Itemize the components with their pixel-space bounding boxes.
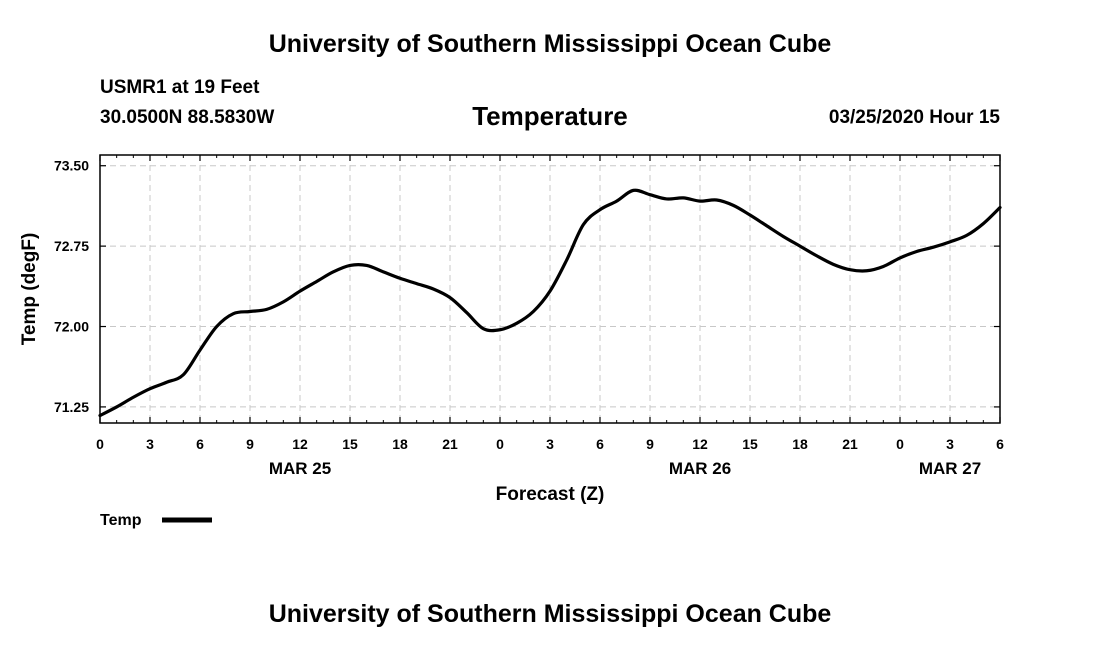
x-tick-label: 9 bbox=[246, 436, 254, 452]
date-label: MAR 27 bbox=[919, 459, 981, 478]
x-tick-label: 18 bbox=[792, 436, 808, 452]
x-tick-label: 9 bbox=[646, 436, 654, 452]
station-coordinates: 30.0500N 88.5830W bbox=[100, 107, 275, 128]
station-name: USMR1 at 19 Feet bbox=[100, 77, 260, 98]
x-tick-label: 6 bbox=[996, 436, 1004, 452]
y-axis-title: Temp (degF) bbox=[19, 233, 40, 346]
x-tick-label: 3 bbox=[946, 436, 954, 452]
x-tick-label: 21 bbox=[842, 436, 858, 452]
x-tick-label: 15 bbox=[342, 436, 358, 452]
axis-labels: 0 3 6 9 12 15 18 21 0 3 6 9 12 15 18 21 0 3 6 71.25 72.00 72.… bbox=[54, 158, 1004, 478]
y-tick-label: 71.25 bbox=[54, 399, 89, 415]
chart-title: Temperature bbox=[472, 101, 628, 131]
x-tick-label: 0 bbox=[496, 436, 504, 452]
x-tick-label: 12 bbox=[692, 436, 708, 452]
legend-label-temp: Temp bbox=[100, 512, 142, 529]
x-tick-label: 6 bbox=[596, 436, 604, 452]
forecast-datetime: 03/25/2020 Hour 15 bbox=[828, 107, 1000, 128]
x-axis-title: Forecast (Z) bbox=[496, 484, 605, 505]
x-tick-label: 21 bbox=[442, 436, 458, 452]
y-tick-label: 72.00 bbox=[54, 319, 89, 335]
x-tick-label: 3 bbox=[146, 436, 154, 452]
axis-ticks bbox=[99, 155, 1001, 423]
series-layer bbox=[98, 188, 1002, 418]
x-tick-label: 15 bbox=[742, 436, 758, 452]
x-tick-label: 0 bbox=[96, 436, 104, 452]
bottom-title: University of Southern Mississippi Ocean… bbox=[268, 600, 832, 628]
grid-lines bbox=[100, 155, 1000, 423]
y-tick-label: 72.75 bbox=[54, 238, 89, 254]
series-line-temp bbox=[98, 188, 1002, 418]
date-label: MAR 25 bbox=[269, 459, 331, 478]
x-tick-label: 3 bbox=[546, 436, 554, 452]
x-tick-label: 0 bbox=[896, 436, 904, 452]
date-label: MAR 26 bbox=[669, 459, 731, 478]
top-title: University of Southern Mississippi Ocean… bbox=[268, 30, 832, 58]
x-tick-label: 12 bbox=[292, 436, 308, 452]
x-tick-label: 18 bbox=[392, 436, 408, 452]
legend: Temp bbox=[100, 512, 212, 529]
y-tick-label: 73.50 bbox=[54, 158, 89, 174]
x-tick-label: 6 bbox=[196, 436, 204, 452]
